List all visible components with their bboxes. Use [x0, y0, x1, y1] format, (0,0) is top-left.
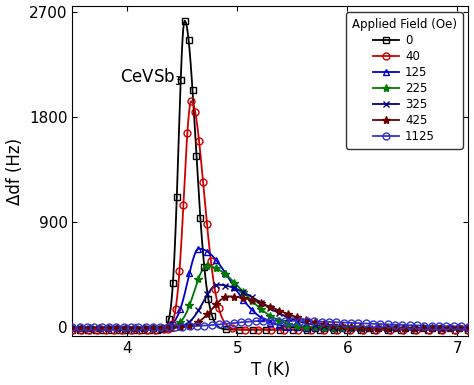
X-axis label: T (K): T (K) — [251, 362, 290, 380]
Y-axis label: Δdf (Hz): Δdf (Hz) — [6, 137, 24, 205]
Legend: 0, 40, 125, 225, 325, 425, 1125: 0, 40, 125, 225, 325, 425, 1125 — [346, 12, 463, 149]
Text: CeVSb$_3$: CeVSb$_3$ — [120, 66, 183, 87]
